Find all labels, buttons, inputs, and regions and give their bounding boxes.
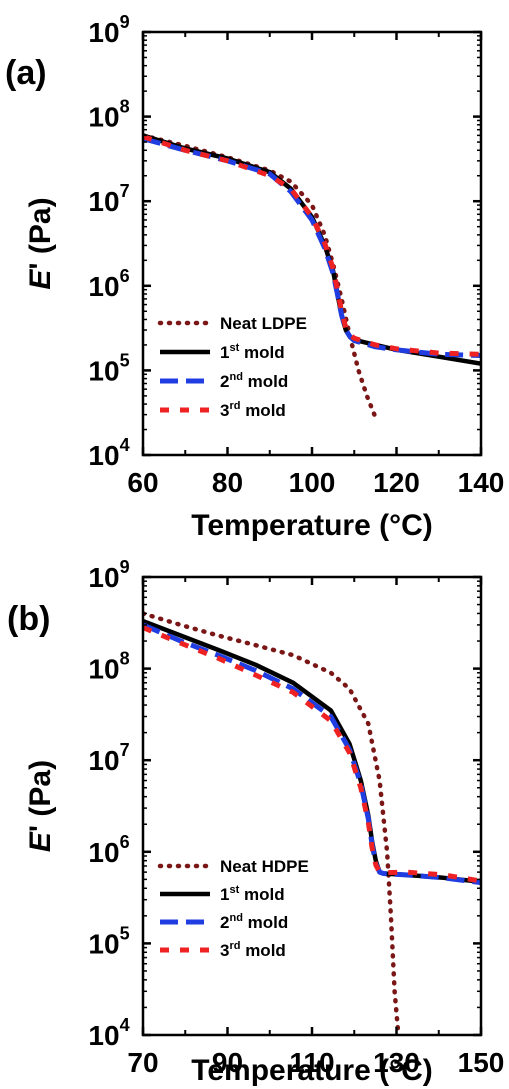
x-tick-label: 70 [127, 1047, 158, 1078]
x-tick-label: 120 [373, 467, 420, 498]
y-tick-exp: 6 [120, 832, 130, 852]
legend-label-rest: mold [243, 913, 288, 932]
x-tick-label: 110 [289, 1047, 334, 1078]
y-tick-label: 104 [88, 435, 129, 471]
legend-label-rest: mold [240, 941, 285, 960]
x-tick-label: 100 [289, 467, 336, 498]
legend-label: 2nd mold [220, 371, 288, 391]
panel-a: (a)60 80 100 120 140104105106107108109Temper… [5, 12, 504, 542]
series-line-1st-mold [143, 618, 481, 885]
x-tick-label: 150 [458, 1047, 505, 1078]
legend-label-num: 3 [220, 401, 229, 420]
y-axis-title: E' (Pa) [24, 197, 57, 289]
legend-label-num: 1 [220, 885, 229, 904]
legend-label-sup: st [229, 342, 239, 354]
series-line-2nd-mold [143, 622, 481, 886]
y-tick-label: 107 [88, 181, 129, 217]
legend-label-sup: st [229, 884, 239, 896]
y-tick-base: 10 [88, 271, 119, 302]
legend-label-sup: rd [229, 940, 240, 952]
y-tick-base: 10 [88, 102, 119, 133]
y-tick-label: 105 [88, 923, 129, 959]
legend-label-sup: nd [229, 371, 242, 383]
legend-label-rest: mold [239, 885, 284, 904]
plot-frame [141, 30, 483, 457]
legend-label-num: 2 [220, 372, 229, 391]
panel-label: (a) [5, 54, 47, 92]
y-axis-title-symbol: E [24, 831, 57, 852]
y-tick-base: 10 [88, 837, 119, 868]
y-tick-exp: 4 [120, 1015, 130, 1035]
legend-label-rest: Neat LDPE [220, 314, 307, 333]
y-tick-label: 107 [88, 740, 129, 776]
x-tick-label: 140 [458, 467, 505, 498]
y-tick-base: 10 [88, 186, 119, 217]
legend-label: 1st mold [220, 342, 285, 362]
legend-label-num: 1 [220, 343, 229, 362]
legend-label: Neat LDPE [220, 314, 307, 333]
y-tick-exp: 5 [120, 350, 130, 370]
y-tick-exp: 8 [120, 97, 130, 117]
y-tick-label: 108 [88, 97, 129, 133]
y-tick-exp: 7 [120, 181, 130, 201]
series-line-3rd-mold [143, 625, 481, 884]
y-tick-label: 106 [88, 832, 129, 868]
legend-label: 2nd mold [220, 912, 288, 932]
series-line-1st-mold [143, 133, 481, 366]
y-tick-label: 106 [88, 266, 129, 302]
y-tick-exp: 6 [120, 266, 130, 286]
y-tick-label: 109 [88, 12, 129, 48]
y-tick-exp: 9 [120, 12, 130, 32]
legend-label: Neat HDPE [220, 857, 309, 876]
y-tick-base: 10 [88, 928, 119, 959]
y-tick-label: 104 [88, 1015, 129, 1051]
x-tick-label: 130 [373, 1047, 420, 1078]
y-axis-title: E' (Pa) [24, 760, 57, 852]
y-tick-base: 10 [88, 745, 119, 776]
y-axis-title-rest: ' (Pa) [24, 760, 57, 832]
y-axis-title-symbol: E [24, 269, 57, 290]
legend-label-num: 2 [220, 913, 229, 932]
series-line-3rd-mold [143, 134, 481, 357]
y-tick-exp: 5 [120, 923, 130, 943]
panel-b: (b)70 90 110 130 150104105106107108109Temper… [7, 557, 504, 1087]
legend-label-rest: mold [240, 401, 285, 420]
y-tick-base: 10 [88, 17, 119, 48]
y-tick-base: 10 [88, 654, 119, 685]
y-tick-exp: 4 [120, 435, 130, 455]
x-tick-label: 90 [212, 1047, 243, 1078]
series-line-neat-ldpe [143, 133, 378, 420]
y-tick-base: 10 [88, 440, 119, 471]
y-tick-base: 10 [88, 355, 119, 386]
y-tick-exp: 7 [120, 740, 130, 760]
panel-label: (b) [7, 600, 50, 638]
x-axis-title: Temperature (°C) [191, 1054, 432, 1087]
legend-label-sup: nd [229, 912, 242, 924]
legend-label-sup: rd [229, 400, 240, 412]
legend-label-rest: Neat HDPE [220, 857, 309, 876]
y-tick-label: 109 [88, 557, 129, 593]
x-axis-title: Temperature (°C) [191, 509, 432, 542]
series-group [143, 133, 481, 420]
y-tick-base: 10 [88, 1020, 119, 1051]
legend-label-num: 3 [220, 941, 229, 960]
x-tick-label: 60 [127, 467, 158, 498]
series-line-2nd-mold [143, 136, 481, 358]
y-tick-label: 105 [88, 350, 129, 386]
x-tick-label: 80 [212, 467, 243, 498]
y-tick-exp: 8 [120, 649, 130, 669]
legend-label-rest: mold [243, 372, 288, 391]
y-tick-label: 108 [88, 649, 129, 685]
legend-label: 3rd mold [220, 400, 286, 420]
y-axis-title-rest: ' (Pa) [24, 197, 57, 269]
y-tick-exp: 9 [120, 557, 130, 577]
legend-label: 3rd mold [220, 940, 286, 960]
y-tick-base: 10 [88, 562, 119, 593]
series-group [143, 611, 481, 1035]
legend-label: 1st mold [220, 884, 285, 904]
legend-label-rest: mold [239, 343, 284, 362]
